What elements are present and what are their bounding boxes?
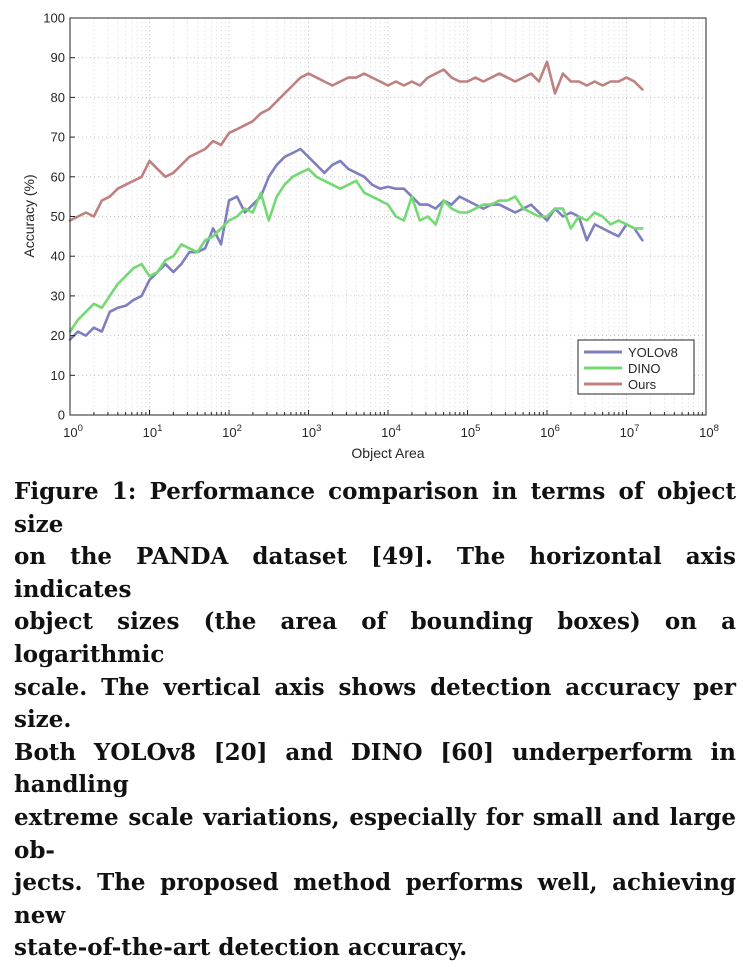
y-tick-label: 0 bbox=[58, 408, 65, 423]
caption-line: object sizes (the area of bounding boxes… bbox=[14, 608, 736, 668]
y-tick-label: 100 bbox=[43, 11, 65, 26]
x-axis-label: Object Area bbox=[351, 445, 424, 461]
y-tick-label: 40 bbox=[51, 249, 65, 264]
accuracy-vs-object-area-chart: 0 10 20 30 40 50 60 70 80 90 100 100 101 102 103 104 105… bbox=[21, 11, 719, 462]
x-tick-label: 100 bbox=[63, 423, 83, 440]
legend: YOLOv8 DINO Ours bbox=[577, 339, 695, 395]
y-tick-label: 70 bbox=[51, 130, 65, 145]
x-tick-label: 104 bbox=[381, 423, 401, 440]
x-tick-label: 101 bbox=[143, 423, 163, 440]
y-tick-label: 80 bbox=[51, 90, 65, 105]
x-tick-label: 107 bbox=[620, 423, 640, 440]
caption-line: jects. The proposed method performs well… bbox=[14, 869, 736, 929]
x-tick-label: 105 bbox=[461, 423, 481, 440]
legend-label-ours: Ours bbox=[628, 377, 657, 392]
y-tick-label: 60 bbox=[51, 169, 65, 184]
y-axis-label: Accuracy (%) bbox=[21, 174, 37, 257]
figure-caption: Figure 1: Performance comparison in term… bbox=[14, 476, 736, 965]
series-line-yolov8 bbox=[68, 147, 644, 341]
y-tick-label: 20 bbox=[51, 328, 65, 343]
caption-line: Figure 1: Performance comparison in term… bbox=[14, 478, 736, 538]
series-line-dino bbox=[68, 167, 644, 333]
x-tick-label: 108 bbox=[699, 423, 719, 440]
y-tick-label: 50 bbox=[51, 209, 65, 224]
series-line-ours bbox=[68, 60, 644, 222]
legend-label-dino: DINO bbox=[628, 361, 661, 376]
caption-line: on the PANDA dataset [49]. The horizonta… bbox=[14, 543, 736, 603]
x-tick-label: 102 bbox=[222, 423, 242, 440]
x-tick-label: 103 bbox=[302, 423, 322, 440]
y-tick-label: 10 bbox=[51, 368, 65, 383]
caption-line: scale. The vertical axis shows detection… bbox=[14, 673, 736, 734]
caption-line: extreme scale variations, especially for… bbox=[14, 803, 736, 864]
caption-line: Both YOLOv8 [20] and DINO [60] underperf… bbox=[14, 738, 736, 799]
legend-label-yolov8: YOLOv8 bbox=[628, 345, 678, 360]
series-layer bbox=[68, 60, 644, 341]
caption-line: state-of-the-art detection accuracy. bbox=[14, 934, 468, 962]
axis-ticks: 0 10 20 30 40 50 60 70 80 90 100 100 101 102 103 104 105… bbox=[43, 11, 719, 441]
x-tick-label: 106 bbox=[540, 423, 560, 440]
y-tick-label: 90 bbox=[51, 50, 65, 65]
y-tick-label: 30 bbox=[51, 288, 65, 303]
